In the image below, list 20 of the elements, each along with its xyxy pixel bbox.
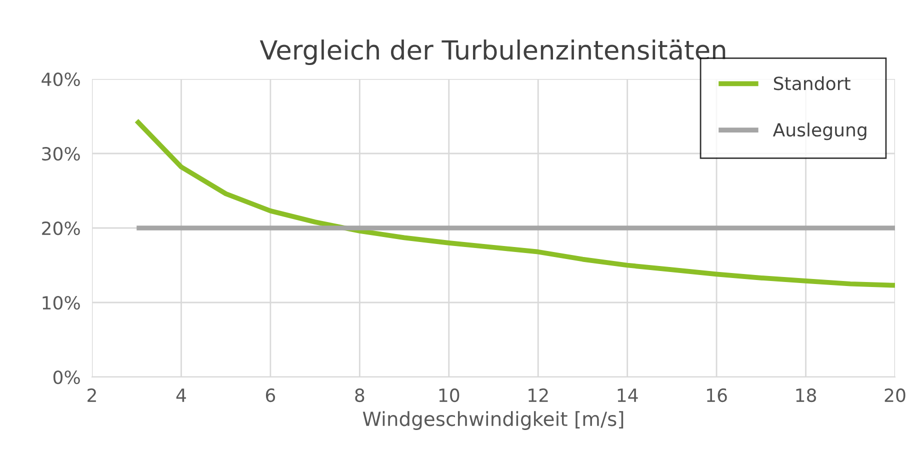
x-tick-label: 10 [439,388,460,402]
x-tick-label: 8 [355,388,364,402]
legend-label: Standort [774,76,850,90]
x-tick-label: 16 [707,388,727,402]
y-tick-label: 10% [42,296,80,310]
x-tick-label: 4 [176,388,186,402]
chart-title: Vergleich der Turbulenzintensitäten [260,40,726,66]
x-tick-label: 2 [88,388,96,402]
x-tick-label: 12 [528,388,548,402]
line-series [134,118,895,288]
x-tick-label: 18 [796,388,816,402]
y-tick-label: 40% [42,72,80,86]
y-tick-label: 0% [53,370,80,384]
y-tick-label: 20% [42,221,80,236]
y-tick-label: 30% [42,146,80,161]
x-axis-title: Windgeschwindigkeit [m/s] [362,411,624,430]
x-tick-label: 20 [884,388,906,402]
legend-label: Auslegung [772,122,866,140]
x-tick-label: 6 [266,388,276,402]
x-tick-label: 14 [618,388,638,402]
